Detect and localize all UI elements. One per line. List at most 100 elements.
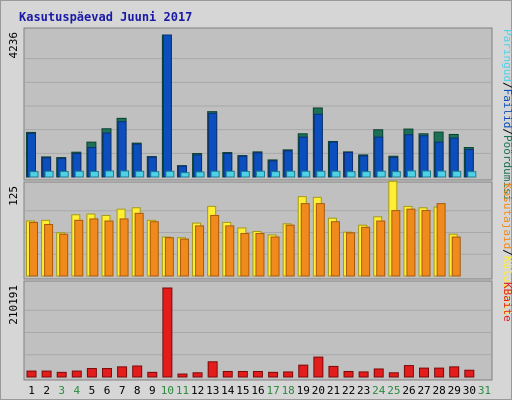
bytes-bar <box>464 369 475 378</box>
x-tick-label: 27 <box>417 384 430 397</box>
bars-bottom <box>26 287 475 378</box>
x-tick-label: 20 <box>312 384 325 397</box>
bytes-bar <box>283 371 294 378</box>
legend-entry: / <box>501 249 512 256</box>
chart-panels: 4236Päringud/Failid/Pöördumisi125Kasutaj… <box>7 27 512 381</box>
visits-bar <box>330 221 340 277</box>
legend-entry: Päringud <box>501 29 512 82</box>
visits-bar <box>376 220 386 277</box>
visits-bar <box>59 233 69 277</box>
x-tick-label: 3 <box>58 384 65 397</box>
x-tick-label: 17 <box>266 384 279 397</box>
visits-bar <box>421 210 431 277</box>
x-axis-labels: 1 2 3 4 5 6 7 8 9 10 11 12 13 14 15 16 17 18 19 20 21 22 23 24 2… <box>28 384 491 397</box>
x-tick-label: 7 <box>119 384 126 397</box>
bytes-bar <box>56 371 67 378</box>
bytes-bar <box>26 370 37 378</box>
bytes-bar <box>313 356 324 378</box>
bytes-bar <box>177 373 188 378</box>
x-tick-label: 11 <box>176 384 189 397</box>
visits-bar <box>149 221 159 277</box>
x-tick-label: 4 <box>74 384 81 397</box>
legend: Kasutajaid/Külastusi <box>501 183 512 315</box>
bars-top <box>26 34 477 178</box>
y-axis-max-label: 210191 <box>7 285 20 325</box>
bytes-bar <box>298 364 309 378</box>
legend-entry: Failid <box>501 89 512 129</box>
bytes-bar <box>328 365 339 378</box>
bytes-bar <box>207 361 218 378</box>
visits-bar <box>285 224 295 277</box>
visits-bar <box>270 236 280 277</box>
bytes-bar <box>222 370 233 378</box>
pages-bar <box>313 113 323 178</box>
visits-bar <box>29 221 38 277</box>
bytes-bar <box>434 367 445 378</box>
hits-bar <box>225 170 235 178</box>
hits-bar <box>301 170 311 178</box>
visits-bar <box>346 232 356 277</box>
visits-bar <box>104 220 114 277</box>
x-tick-label: 22 <box>342 384 355 397</box>
hits-bar <box>240 170 250 178</box>
hits-bar <box>59 170 69 178</box>
legend: KBaite <box>501 282 512 322</box>
x-tick-label: 14 <box>221 384 235 397</box>
bars-middle <box>26 180 461 277</box>
legend-entry: / <box>501 128 512 135</box>
x-tick-label: 25 <box>387 384 400 397</box>
visits-bar <box>406 208 416 277</box>
bytes-bar <box>419 367 430 378</box>
hits-bar <box>361 171 371 178</box>
hits-bar <box>120 170 130 178</box>
visits-bar <box>361 226 371 277</box>
visits-bar <box>225 225 235 277</box>
visits-bar <box>436 203 446 277</box>
hits-bar <box>255 170 265 178</box>
visits-bar <box>44 223 54 277</box>
hits-bar <box>376 170 386 178</box>
x-tick-label: 18 <box>282 384 295 397</box>
bytes-bar <box>101 368 112 378</box>
visits-bar <box>451 236 461 277</box>
x-tick-label: 5 <box>89 384 96 397</box>
hits-bar <box>331 170 341 178</box>
hits-bar <box>89 170 99 178</box>
x-tick-label: 29 <box>448 384 461 397</box>
x-tick-label: 9 <box>149 384 156 397</box>
legend-entry: / <box>501 82 512 89</box>
pages-bar <box>27 132 36 178</box>
hits-bar <box>452 170 462 178</box>
x-tick-label: 16 <box>251 384 264 397</box>
panel-middle: 125 Kasutajaid/Külastusi <box>7 180 512 315</box>
x-tick-label: 13 <box>206 384 219 397</box>
x-tick-label: 24 <box>372 384 386 397</box>
x-tick-label: 8 <box>134 384 141 397</box>
visits-bar <box>89 218 99 277</box>
pages-bar <box>102 132 112 178</box>
bytes-bar <box>373 368 384 378</box>
x-tick-label: 10 <box>161 384 174 397</box>
bytes-bar <box>268 371 279 378</box>
visits-bar <box>74 219 84 277</box>
hits-bar <box>195 171 205 178</box>
hits-bar <box>422 170 432 178</box>
visits-bar <box>195 225 205 277</box>
bytes-bar <box>388 372 399 378</box>
hits-bar <box>286 170 296 178</box>
pages-bar <box>162 34 172 178</box>
x-tick-label: 21 <box>327 384 340 397</box>
bytes-bar <box>41 370 52 378</box>
y-axis-max-label: 4236 <box>7 32 20 59</box>
hits-bar <box>104 170 114 178</box>
hits-bar <box>44 170 54 178</box>
hits-bar <box>29 171 39 178</box>
visits-bar <box>300 203 310 277</box>
hits-bar <box>271 171 281 178</box>
hits-bar <box>437 170 447 178</box>
hits-bar <box>316 170 326 178</box>
visits-bar <box>210 214 220 277</box>
pages-bar <box>208 112 218 178</box>
visits-bar <box>315 203 325 277</box>
